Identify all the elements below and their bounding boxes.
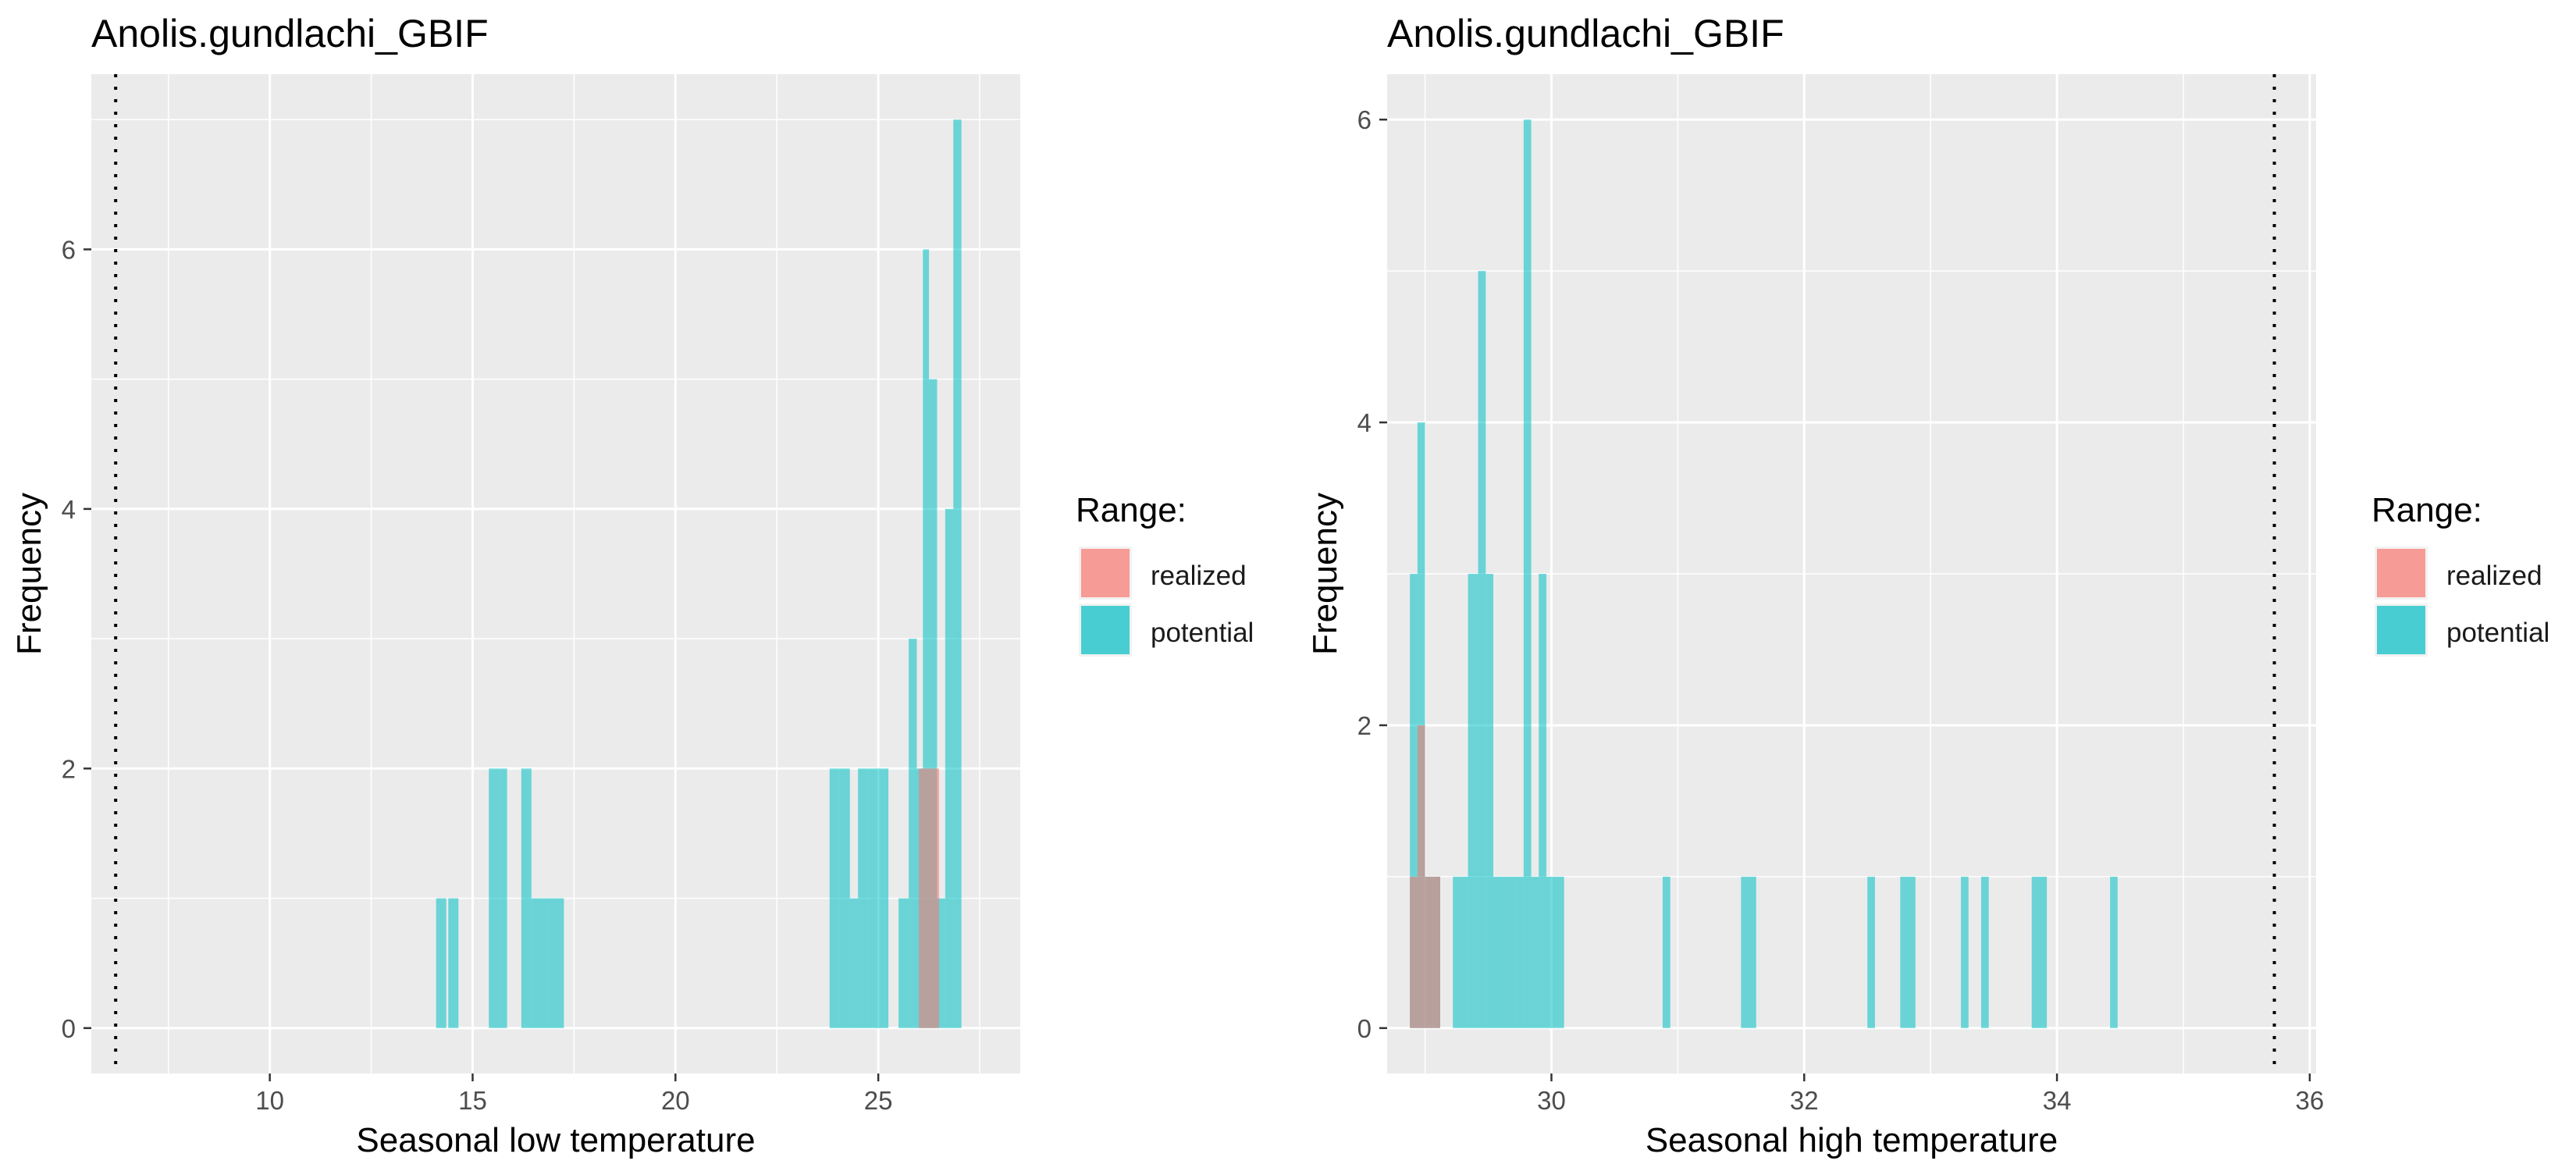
histogram-bar-potential	[1417, 422, 1425, 1028]
chart-panel-high: Anolis.gundlachi_GBIF 0 2 4 6 30 32 34 36 Seas…	[1306, 12, 2549, 1159]
y-tick-label: 2	[62, 754, 76, 783]
histogram-bar-potential	[1539, 574, 1546, 1028]
y-tick-label: 4	[1357, 408, 1372, 437]
histogram-bar-potential	[839, 768, 850, 1028]
histogram-bar-potential	[849, 898, 859, 1028]
legend-label-potential: potential	[1151, 618, 1254, 648]
histogram-bar-potential	[521, 768, 532, 1028]
histogram-bar-potential	[858, 768, 869, 1028]
histogram-bar-potential	[1961, 876, 1969, 1028]
realized-bars	[919, 768, 940, 1028]
histogram-bar-potential	[436, 898, 447, 1028]
histogram-bar-potential	[2031, 876, 2048, 1028]
legend-swatch-potential	[1081, 606, 1130, 654]
x-axis-label: Seasonal low temperature	[356, 1121, 755, 1159]
x-tick-label: 36	[2296, 1086, 2325, 1115]
histogram-bar-potential	[929, 379, 938, 1028]
y-tick-label: 0	[62, 1014, 76, 1043]
x-tick-label: 34	[2043, 1086, 2072, 1115]
legend-title: Range:	[1076, 491, 1187, 529]
histogram-bar-potential	[829, 768, 840, 1028]
histogram-bar-potential	[945, 508, 954, 1028]
histogram-bar-potential	[1900, 876, 1916, 1028]
histogram-bar-potential	[909, 639, 917, 1028]
y-axis-label: Frequency	[1306, 493, 1344, 655]
histogram-bar-realized	[919, 768, 930, 1028]
histogram-bar-potential	[953, 119, 962, 1028]
histogram-bar-potential	[1453, 876, 1468, 1028]
histogram-bar-realized	[1410, 876, 1418, 1028]
legend: Range: realized potential	[2371, 491, 2549, 657]
legend-label-realized: realized	[1151, 561, 1247, 591]
histogram-bar-potential	[923, 249, 930, 1028]
legend-label-potential: potential	[2446, 618, 2549, 648]
y-tick-label: 2	[1357, 711, 1372, 740]
y-tick-label: 6	[62, 235, 76, 264]
x-tick-label: 32	[1790, 1086, 1819, 1115]
legend: Range: realized potential	[1076, 491, 1254, 657]
potential-bars	[1410, 119, 2118, 1028]
x-tick-label: 20	[661, 1086, 690, 1115]
y-tick-label: 4	[62, 495, 76, 524]
x-tick-label: 15	[458, 1086, 487, 1115]
y-tick-label: 6	[1357, 105, 1372, 134]
histogram-bar-realized	[929, 768, 940, 1028]
histogram-bar-potential	[1523, 119, 1532, 1028]
histogram-bar-potential	[1516, 876, 1524, 1028]
histogram-bar-potential	[1485, 574, 1493, 1028]
legend-swatch-realized	[1081, 549, 1130, 597]
histogram-bar-realized	[1417, 725, 1425, 1028]
histogram-bar-potential	[1493, 876, 1517, 1028]
histogram-bar-potential	[448, 898, 459, 1028]
y-tick-label: 0	[1357, 1014, 1372, 1043]
histogram-bar-potential	[878, 768, 889, 1028]
legend-swatch-realized	[2377, 549, 2425, 597]
histogram-bar-potential	[1531, 876, 1539, 1028]
y-axis-ticks: 0 2 4 6	[1357, 105, 1387, 1043]
histogram-bar-potential	[547, 898, 564, 1028]
chart-panel-low: Anolis.gundlachi_GBIF 0 2 4 6 10 15 20 25 Seas…	[10, 12, 1254, 1159]
realized-bars	[1410, 725, 1440, 1028]
chart-title: Anolis.gundlachi_GBIF	[91, 12, 489, 55]
histogram-bar-potential	[937, 898, 945, 1028]
histogram-bar-potential	[1410, 574, 1418, 1028]
y-axis-ticks: 0 2 4 6	[62, 235, 91, 1043]
histogram-bar-potential	[1867, 876, 1875, 1028]
histogram-bar-potential	[2110, 876, 2118, 1028]
x-tick-label: 30	[1537, 1086, 1566, 1115]
histogram-bar-potential	[1546, 876, 1564, 1028]
histogram-bar-potential	[1468, 574, 1478, 1028]
legend-swatch-potential	[2377, 606, 2425, 654]
legend-label-realized: realized	[2446, 561, 2542, 591]
chart-title: Anolis.gundlachi_GBIF	[1387, 12, 1784, 55]
histogram-bar-potential	[1741, 876, 1756, 1028]
histogram-bar-potential	[1478, 271, 1486, 1028]
histogram-bar-realized	[1425, 876, 1440, 1028]
x-axis-label: Seasonal high temperature	[1646, 1121, 2058, 1159]
histogram-bar-potential	[1662, 876, 1670, 1028]
x-axis-ticks: 30 32 34 36	[1537, 1074, 2324, 1115]
histogram-bar-potential	[1980, 876, 1989, 1028]
x-tick-label: 10	[255, 1086, 284, 1115]
histogram-bar-potential	[499, 768, 507, 1028]
y-axis-label: Frequency	[10, 493, 48, 655]
histogram-bar-potential	[489, 768, 500, 1028]
x-tick-label: 25	[864, 1086, 893, 1115]
histogram-bar-potential	[868, 768, 879, 1028]
x-axis-ticks: 10 15 20 25	[255, 1074, 892, 1115]
histogram-bar-potential	[898, 898, 909, 1028]
histogram-bar-potential	[531, 898, 548, 1028]
legend-title: Range:	[2371, 491, 2482, 529]
